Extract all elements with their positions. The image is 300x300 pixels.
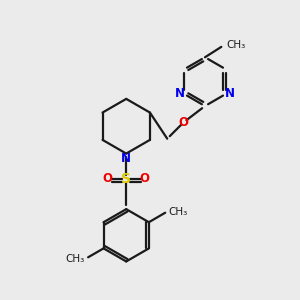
Text: N: N — [175, 87, 185, 100]
Text: CH₃: CH₃ — [169, 206, 188, 217]
Text: CH₃: CH₃ — [65, 254, 85, 264]
Text: O: O — [178, 116, 189, 129]
Text: O: O — [140, 172, 150, 185]
Text: O: O — [103, 172, 113, 185]
Text: N: N — [121, 152, 131, 165]
Text: S: S — [121, 172, 131, 186]
Text: CH₃: CH₃ — [227, 40, 246, 50]
Text: N: N — [225, 87, 235, 100]
